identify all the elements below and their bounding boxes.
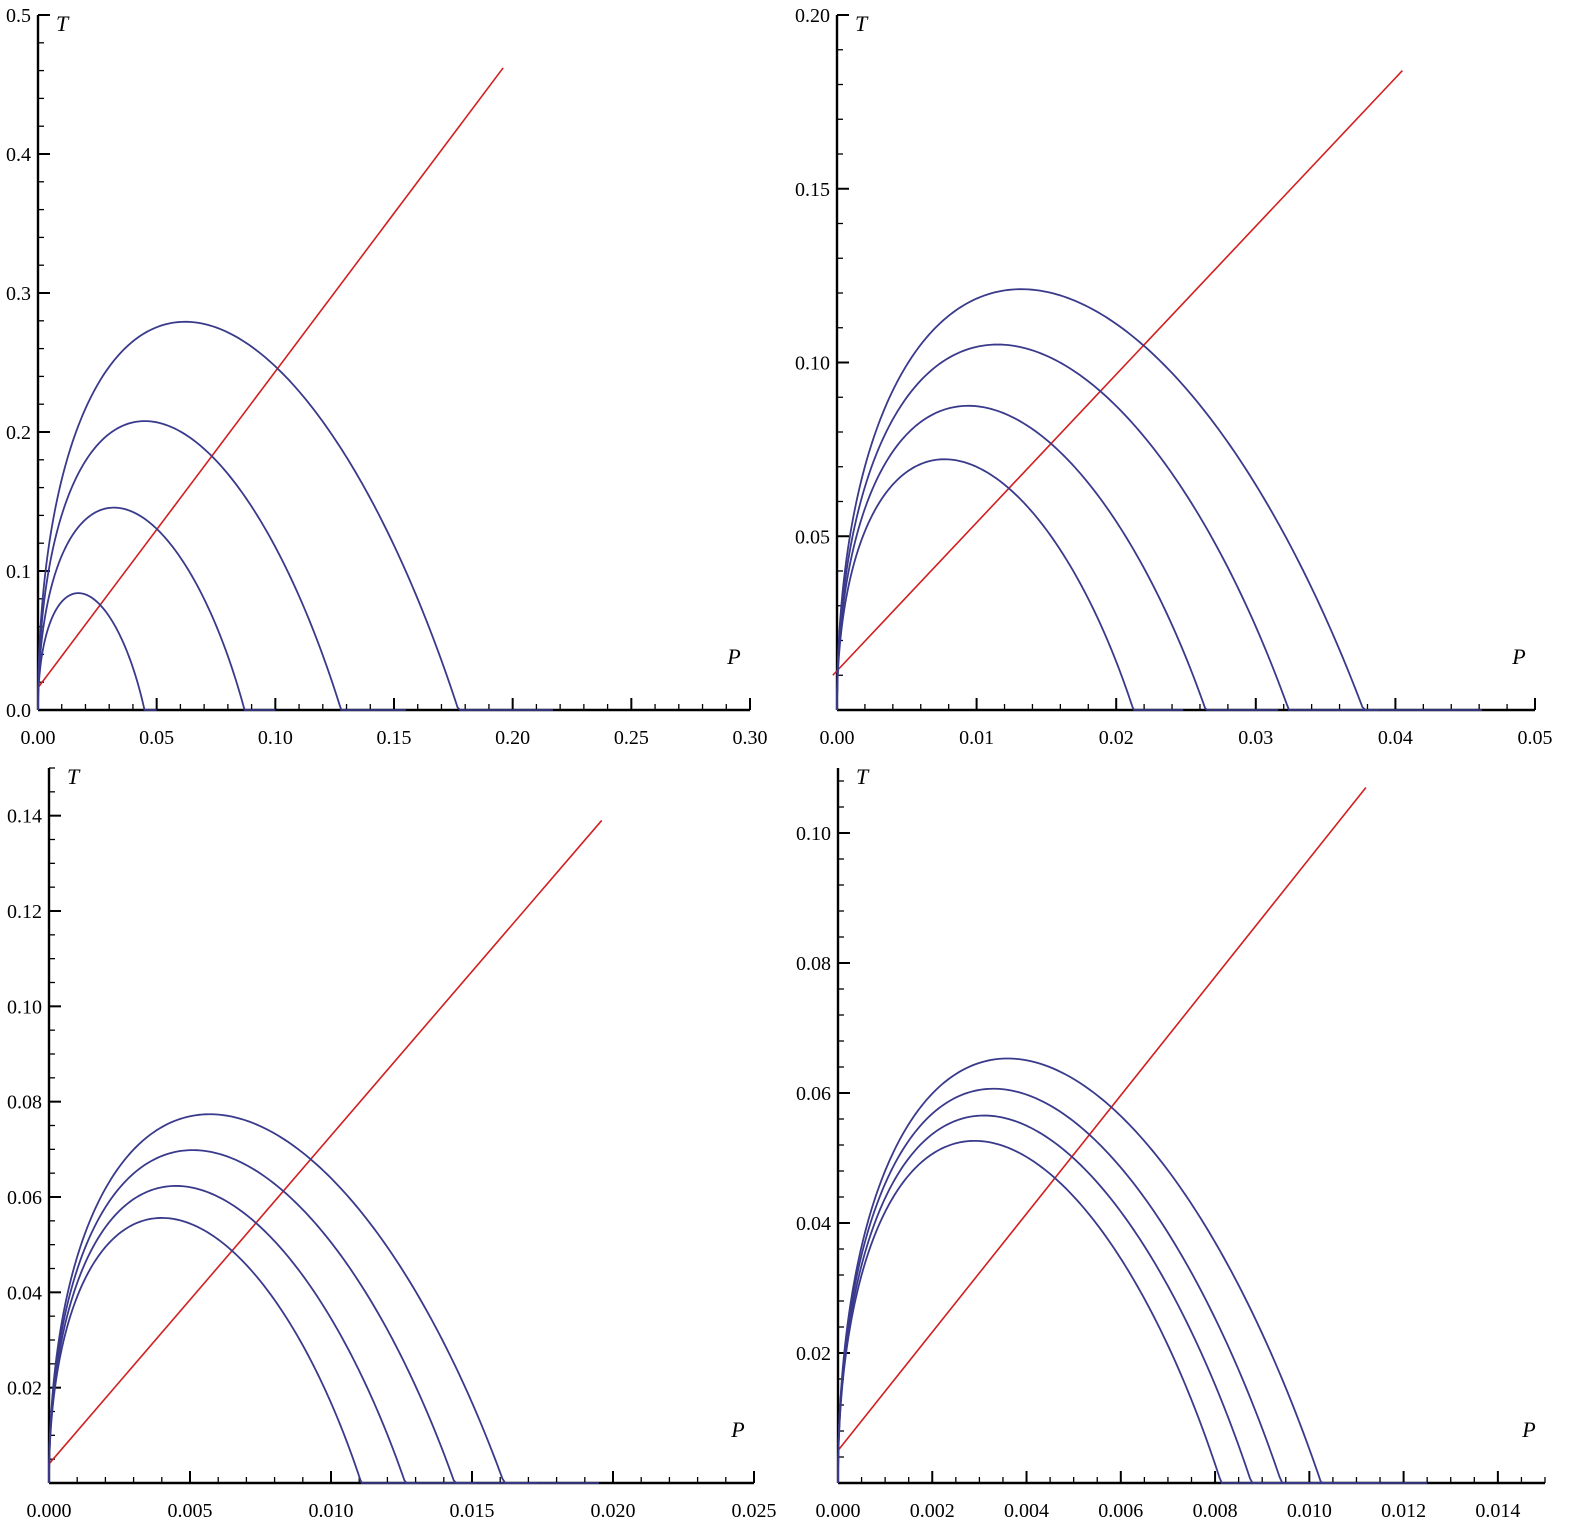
chart3-x-tick-label: 0.004 — [1004, 1500, 1049, 1522]
chart1-x-tick-label: 0.04 — [1378, 727, 1413, 749]
chart0-x-tick-label: 0.00 — [21, 727, 56, 749]
chart1-x-axis-label: P — [1511, 644, 1525, 669]
chart1-y-tick-label: 0.05 — [795, 526, 830, 548]
chart3-x-tick-label: 0.002 — [910, 1500, 955, 1522]
chart2-curve-2 — [48, 1185, 475, 1484]
chart-panel-top-right: 0.00 0.01 0.02 0.03 0.04 0.05 0.05 0.10 0.15 0.20… — [795, 5, 1553, 749]
chart-panel-top-left: 0.00 0.05 0.10 0.15 0.20 0.25 0.30 0.0 0.1 0.2 0.3… — [6, 5, 768, 749]
chart3-y-tick-label: 0.10 — [796, 823, 831, 845]
chart2-y-tick-label: 0.08 — [7, 1092, 42, 1114]
chart3-curve-1 — [837, 1139, 1296, 1484]
chart0-curve-3 — [37, 420, 406, 711]
chart1-red-line — [832, 70, 1403, 676]
chart1-y-tick-label: 0.20 — [795, 5, 830, 27]
chart1-x-tick-label: 0.05 — [1518, 727, 1553, 749]
chart0-x-tick-label: 0.30 — [733, 727, 768, 749]
chart3-red-line — [837, 787, 1367, 1451]
chart3-y-tick-label: 0.02 — [796, 1343, 831, 1365]
chart0-y-tick-label: 0.4 — [6, 144, 31, 166]
chart0-x-tick-label: 0.25 — [614, 727, 649, 749]
chart3-x-tick-label: 0.000 — [816, 1500, 861, 1522]
chart0-curve-1 — [37, 592, 157, 711]
chart1-x-tick-label: 0.00 — [820, 727, 855, 749]
chart0-curve-2 — [37, 506, 276, 711]
chart1-curve-3 — [836, 343, 1379, 711]
chart2-y-tick-label: 0.10 — [7, 996, 42, 1018]
chart3-x-tick-label: 0.008 — [1193, 1500, 1238, 1522]
chart2-x-tick-label: 0.015 — [450, 1500, 495, 1522]
chart1-curve-4 — [836, 288, 1482, 711]
chart2-y-tick-label: 0.14 — [7, 806, 42, 828]
chart2-red-line — [48, 819, 603, 1465]
chart1-y-tick-label: 0.10 — [795, 353, 830, 375]
chart3-y-tick-label: 0.04 — [796, 1213, 831, 1235]
chart3-y-tick-label: 0.08 — [796, 953, 831, 975]
chart2-curve-1 — [48, 1217, 416, 1484]
chart0-y-tick-label: 0.0 — [6, 700, 31, 722]
chart3-x-tick-label: 0.006 — [1098, 1500, 1143, 1522]
chart-panel-bottom-right: 0.000 0.002 0.004 0.006 0.008 0.010 0.012 0.014… — [796, 764, 1546, 1522]
chart3-x-tick-label: 0.014 — [1475, 1500, 1520, 1522]
chart0-y-tick-label: 0.2 — [6, 422, 31, 444]
chart0-red-line — [37, 67, 504, 689]
chart2-y-tick-label: 0.02 — [7, 1378, 42, 1400]
chart2-x-tick-label: 0.010 — [309, 1500, 354, 1522]
chart0-y-tick-label: 0.5 — [6, 5, 31, 27]
chart3-x-axis-label: P — [1521, 1417, 1535, 1442]
chart2-y-axis-label: T — [67, 764, 81, 789]
chart2-x-tick-label: 0.005 — [168, 1500, 213, 1522]
chart1-curve-1 — [836, 458, 1184, 711]
chart0-y-tick-label: 0.3 — [6, 283, 31, 305]
chart2-x-tick-label: 0.000 — [27, 1500, 72, 1522]
chart3-y-tick-label: 0.06 — [796, 1083, 831, 1105]
chart0-curve-4 — [37, 320, 554, 711]
chart1-y-axis-label: T — [855, 11, 869, 36]
chart2-y-tick-label: 0.06 — [7, 1187, 42, 1209]
chart0-y-tick-label: 0.1 — [6, 561, 31, 583]
chart3-x-tick-label: 0.010 — [1287, 1500, 1332, 1522]
chart0-x-tick-label: 0.15 — [377, 727, 412, 749]
chart1-x-tick-label: 0.02 — [1099, 727, 1134, 749]
chart1-x-tick-label: 0.01 — [959, 727, 994, 749]
chart2-y-tick-label: 0.04 — [7, 1282, 42, 1304]
chart1-curve-2 — [836, 404, 1279, 711]
chart3-x-tick-label: 0.012 — [1381, 1500, 1426, 1522]
chart2-x-axis-label: P — [730, 1417, 744, 1442]
chart0-x-tick-label: 0.10 — [258, 727, 293, 749]
chart2-curve-3 — [48, 1149, 537, 1484]
chart3-curve-3 — [837, 1087, 1381, 1484]
chart2-curve-4 — [48, 1113, 599, 1484]
chart3-curve-4 — [837, 1057, 1428, 1484]
chart0-y-axis-label: T — [56, 11, 70, 36]
chart0-x-tick-label: 0.20 — [495, 727, 530, 749]
chart3-y-axis-label: T — [856, 764, 870, 789]
chart-panel-bottom-left: 0.000 0.005 0.010 0.015 0.020 0.025 0.02 0.04 0.… — [7, 764, 777, 1522]
chart1-x-tick-label: 0.03 — [1238, 727, 1273, 749]
chart1-y-tick-label: 0.15 — [795, 179, 830, 201]
chart0-x-tick-label: 0.05 — [139, 727, 174, 749]
chart2-x-tick-label: 0.025 — [732, 1500, 777, 1522]
chart2-y-tick-label: 0.12 — [7, 901, 42, 923]
chart0-x-axis-label: P — [726, 644, 740, 669]
chart2-x-tick-label: 0.020 — [591, 1500, 636, 1522]
